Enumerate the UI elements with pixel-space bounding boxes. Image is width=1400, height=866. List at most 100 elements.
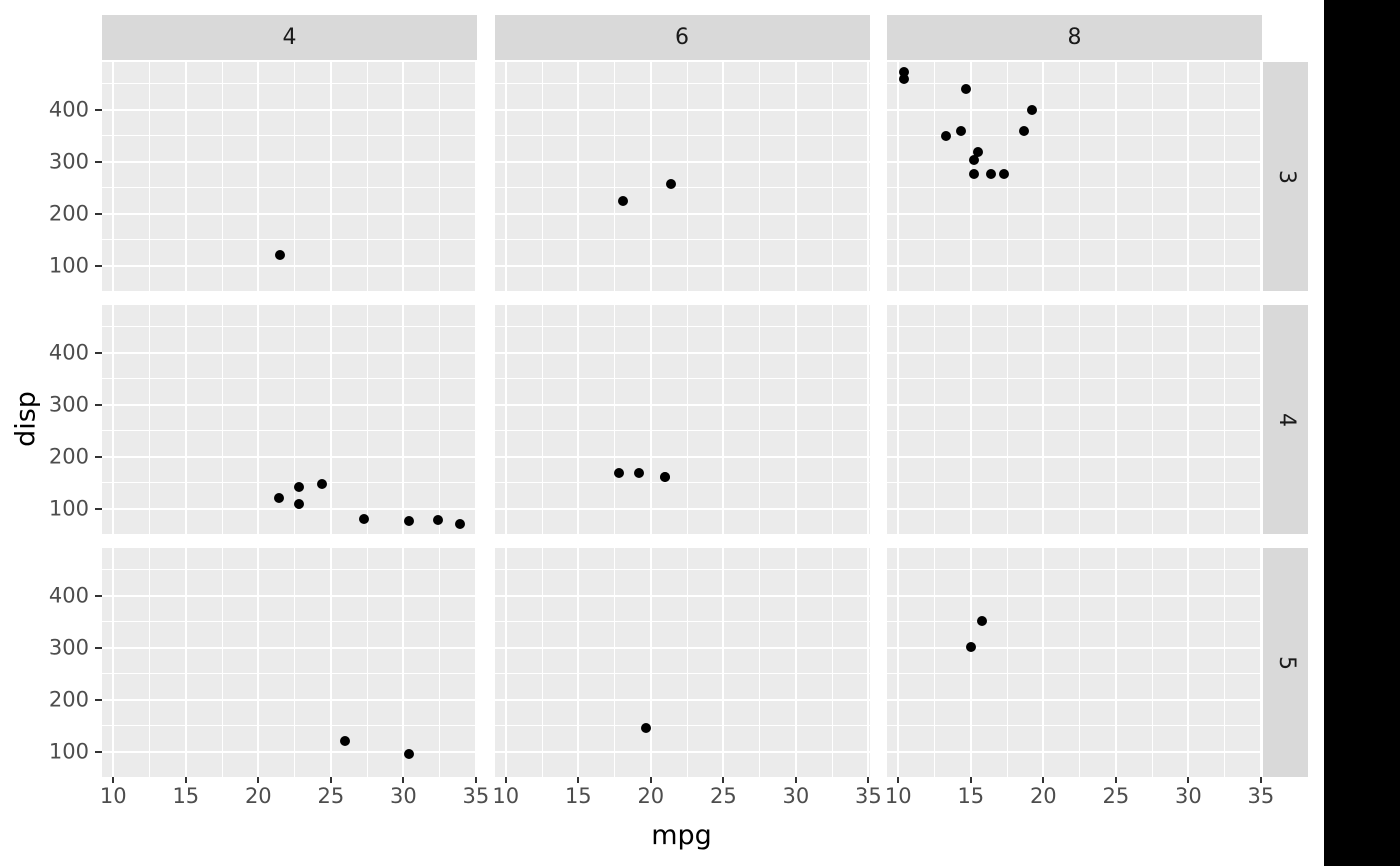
facet-col-strip: 8 xyxy=(887,15,1262,60)
y-tick-mark xyxy=(95,698,102,701)
x-major-gridline xyxy=(867,62,870,291)
x-major-gridline xyxy=(722,548,725,777)
y-minor-gridline xyxy=(887,725,1262,727)
x-minor-gridline xyxy=(149,305,151,534)
x-tick-label: 15 xyxy=(172,784,200,808)
x-major-gridline xyxy=(402,305,405,534)
y-minor-gridline xyxy=(494,239,870,241)
x-tick-label: 35 xyxy=(1247,784,1275,808)
data-point xyxy=(359,514,370,525)
y-major-gridline xyxy=(887,594,1262,597)
x-tick-label: 30 xyxy=(782,784,810,808)
facet-panel-cyl6-gear5 xyxy=(494,548,870,777)
data-point xyxy=(941,130,952,141)
x-tick-mark xyxy=(794,777,797,783)
y-tick-mark xyxy=(95,212,102,215)
x-major-gridline xyxy=(1114,305,1117,534)
data-point xyxy=(618,195,629,206)
x-major-gridline xyxy=(867,548,870,777)
y-major-gridline xyxy=(494,212,870,215)
x-tick-mark xyxy=(649,777,652,783)
x-minor-gridline xyxy=(1224,548,1226,777)
y-minor-gridline xyxy=(494,83,870,85)
y-tick-mark xyxy=(95,750,102,753)
x-minor-gridline xyxy=(614,305,616,534)
data-point xyxy=(273,492,284,503)
facet-col-strip: 6 xyxy=(494,15,870,60)
y-major-gridline xyxy=(887,264,1262,267)
y-major-gridline xyxy=(494,351,870,354)
y-minor-gridline xyxy=(494,482,870,484)
x-major-gridline xyxy=(329,62,332,291)
data-point xyxy=(973,147,984,158)
x-tick-mark xyxy=(1042,777,1045,783)
x-minor-gridline xyxy=(1151,62,1153,291)
data-point xyxy=(293,482,304,493)
x-minor-gridline xyxy=(831,62,833,291)
x-minor-gridline xyxy=(294,305,296,534)
y-minor-gridline xyxy=(102,187,477,189)
y-tick-label: 200 xyxy=(48,444,89,469)
y-tick-mark xyxy=(95,403,102,406)
x-major-gridline xyxy=(1187,548,1190,777)
y-minor-gridline xyxy=(102,569,477,571)
y-major-gridline xyxy=(102,351,477,354)
x-major-gridline xyxy=(1042,548,1045,777)
x-tick-mark xyxy=(1187,777,1190,783)
x-major-gridline xyxy=(402,62,405,291)
x-major-gridline xyxy=(1187,62,1190,291)
y-major-gridline xyxy=(102,403,477,406)
x-minor-gridline xyxy=(149,62,151,291)
y-major-gridline xyxy=(887,212,1262,215)
y-major-gridline xyxy=(887,403,1262,406)
x-tick-label: 15 xyxy=(957,784,985,808)
x-tick-label: 10 xyxy=(492,784,520,808)
y-tick-mark xyxy=(95,455,102,458)
x-minor-gridline xyxy=(221,305,223,534)
data-point xyxy=(293,499,304,510)
data-point xyxy=(968,169,979,180)
y-minor-gridline xyxy=(494,621,870,623)
x-major-gridline xyxy=(1259,548,1262,777)
x-minor-gridline xyxy=(934,62,936,291)
y-minor-gridline xyxy=(887,569,1262,571)
facet-row-strip-label: 3 xyxy=(1273,169,1299,184)
y-major-gridline xyxy=(102,212,477,215)
y-minor-gridline xyxy=(887,83,1262,85)
x-major-gridline xyxy=(1042,62,1045,291)
y-major-gridline xyxy=(494,403,870,406)
x-major-gridline xyxy=(504,548,507,777)
x-tick-label: 25 xyxy=(709,784,737,808)
y-tick-label: 400 xyxy=(48,340,89,365)
x-major-gridline xyxy=(867,305,870,534)
x-major-gridline xyxy=(402,548,405,777)
x-tick-mark xyxy=(474,777,477,783)
y-major-gridline xyxy=(494,108,870,111)
y-minor-gridline xyxy=(102,482,477,484)
data-point xyxy=(641,723,652,734)
x-major-gridline xyxy=(112,305,115,534)
y-minor-gridline xyxy=(102,673,477,675)
facet-panel-cyl6-gear3 xyxy=(494,62,870,291)
x-major-gridline xyxy=(722,305,725,534)
facet-row-strip-label: 4 xyxy=(1273,412,1299,427)
x-tick-label: 25 xyxy=(317,784,345,808)
x-major-gridline xyxy=(112,62,115,291)
facet-panel-cyl4-gear3 xyxy=(102,62,477,291)
x-major-gridline xyxy=(577,62,580,291)
x-minor-gridline xyxy=(541,62,543,291)
y-major-gridline xyxy=(102,698,477,701)
y-minor-gridline xyxy=(887,326,1262,328)
data-point xyxy=(1026,104,1037,115)
y-major-gridline xyxy=(887,455,1262,458)
y-major-gridline xyxy=(887,160,1262,163)
data-point xyxy=(275,250,286,261)
data-point xyxy=(968,154,979,165)
x-major-gridline xyxy=(1114,62,1117,291)
data-point xyxy=(977,616,988,627)
y-minor-gridline xyxy=(494,673,870,675)
y-major-gridline xyxy=(494,264,870,267)
x-minor-gridline xyxy=(1151,305,1153,534)
y-major-gridline xyxy=(887,750,1262,753)
y-minor-gridline xyxy=(494,187,870,189)
